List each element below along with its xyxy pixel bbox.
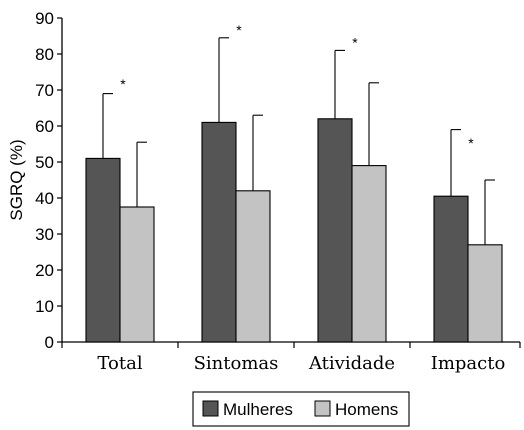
y-tick-label: 40	[35, 189, 54, 208]
bar	[467, 244, 503, 343]
bar	[85, 157, 121, 343]
y-tick-label: 60	[35, 117, 54, 136]
x-tick-label: Total	[97, 353, 142, 374]
y-tick-label: 0	[45, 333, 54, 352]
y-tick-label: 90	[35, 9, 54, 28]
legend-swatch	[314, 400, 331, 417]
significance-marker: *	[120, 76, 126, 92]
significance-marker: *	[236, 22, 242, 38]
bar	[201, 121, 237, 343]
legend-label: Homens	[335, 400, 398, 419]
legend: Mulheres Homens	[192, 391, 410, 427]
significance-marker: *	[352, 34, 358, 50]
x-tick-label: Atividade	[308, 353, 395, 374]
y-tick-label: 10	[35, 297, 54, 316]
significance-marker: *	[468, 135, 474, 151]
legend-box	[192, 391, 410, 427]
y-tick-label: 20	[35, 261, 54, 280]
labels: 0 10 20 30 40 50 60 70 80 90 Total Sintomas Atividad…	[7, 9, 505, 374]
legend-swatch	[202, 400, 219, 417]
x-tick-label: Sintomas	[194, 353, 279, 374]
bars	[85, 118, 503, 343]
bar	[351, 165, 387, 343]
y-axis-title: SGRQ (%)	[7, 139, 26, 220]
y-tick-label: 30	[35, 225, 54, 244]
y-tick-label: 50	[35, 153, 54, 172]
bar	[119, 206, 155, 343]
y-tick-label: 80	[35, 45, 54, 64]
bar	[235, 190, 271, 343]
bar	[433, 195, 469, 343]
x-tick-label: Impacto	[431, 353, 506, 374]
bar	[317, 118, 353, 343]
error-bars	[102, 37, 495, 245]
legend-label: Mulheres	[223, 400, 293, 419]
y-tick-label: 70	[35, 81, 54, 100]
